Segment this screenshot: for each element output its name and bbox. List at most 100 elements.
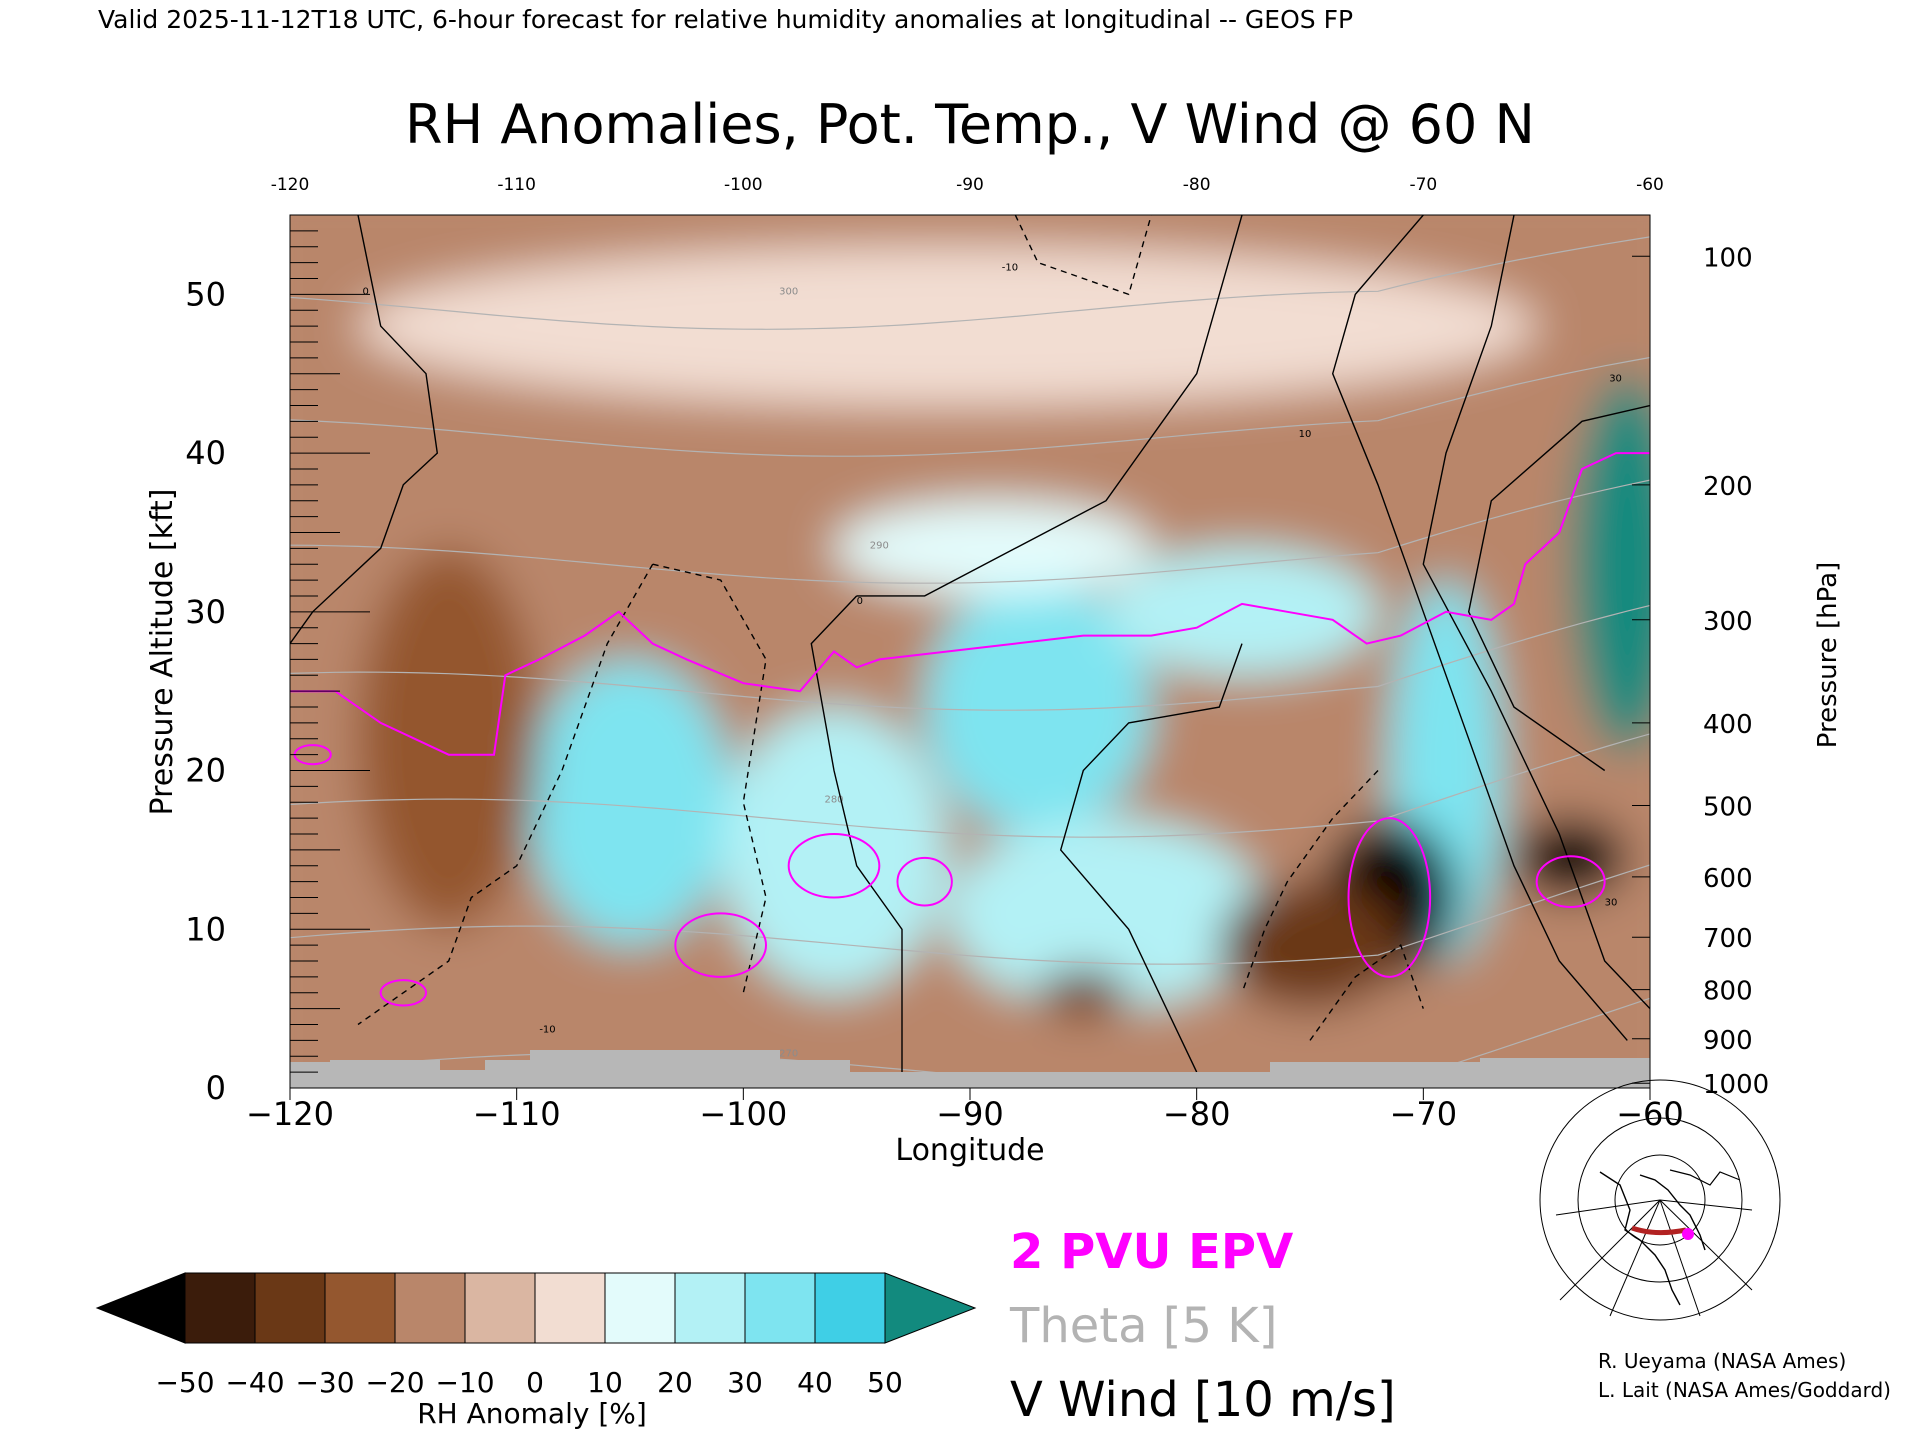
y-axis-kft: 0 10 20 30 40 50: [185, 230, 370, 1107]
colorbar-low-arrow: [95, 1272, 186, 1344]
top-tick-label: -90: [956, 175, 984, 195]
top-tick-label: -80: [1183, 175, 1211, 195]
theta-isoline: [290, 356, 1650, 457]
theta-contour-label: 280: [824, 794, 843, 805]
colorbar-bin: [604, 1272, 676, 1344]
v-wind-isoline: [1422, 215, 1650, 1010]
colorbar-tick-label: 20: [657, 1366, 693, 1399]
v-wind-contours: 0 -10 10 0 30 -10 30: [290, 215, 1650, 1073]
x-tick-label: −100: [699, 1095, 787, 1133]
section-line: [1631, 1225, 1687, 1236]
epv-2pvu-contour: [290, 452, 1650, 1007]
y-tick-label: 30: [185, 593, 226, 631]
v-wind-isoline: [856, 215, 1243, 597]
v-wind-contour-label: -10: [1002, 263, 1018, 274]
x-tick-label: −120: [246, 1095, 334, 1133]
colorbar-tick-label: 40: [797, 1366, 833, 1399]
rh-anomaly-blob: [358, 548, 540, 930]
y-tick-label: 0: [206, 1069, 226, 1107]
credit-line-1: R. Ueyama (NASA Ames): [1598, 1349, 1846, 1373]
theta-contour-label: 300: [779, 286, 798, 297]
hpa-tick-label: 200: [1703, 472, 1753, 502]
epv-2pvu-loop: [787, 833, 881, 899]
colorbar-bin: [394, 1272, 466, 1344]
colorbar-bin: [184, 1272, 256, 1344]
colorbar-tick-label: −20: [365, 1366, 424, 1399]
rh-anomaly-blob: [947, 818, 1265, 1009]
colorbar-tick-label: 10: [587, 1366, 623, 1399]
valid-time-caption: Valid 2025-11-12T18 UTC, 6-hour forecast…: [98, 5, 1353, 34]
epv-2pvu-loop: [1347, 817, 1432, 978]
rh-anomaly-blob: [1570, 373, 1650, 755]
colorbar-bin: [674, 1272, 746, 1344]
top-tick-label: -110: [497, 175, 536, 195]
colorbar-bin: [464, 1272, 536, 1344]
colorbar-high-arrow: [884, 1272, 977, 1344]
colorbar-tick-label: 0: [526, 1366, 544, 1399]
v-wind-contour-label: 0: [857, 596, 863, 607]
v-wind-isoline: [1309, 943, 1424, 1041]
x-tick-label: −110: [473, 1095, 561, 1133]
rh-anomaly-blob: [1038, 968, 1129, 1017]
top-axis: -120 -110 -100 -90 -80 -70 -60: [271, 175, 1664, 195]
rh-anomaly-blob: [358, 246, 1537, 406]
hpa-tick-label: 400: [1703, 710, 1753, 740]
v-wind-isoline: [652, 563, 767, 993]
v-wind-isoline: [1467, 404, 1650, 772]
colorbar-bin: [744, 1272, 816, 1344]
x-tick-label: −70: [1390, 1095, 1458, 1133]
v-wind-contour-label: 30: [1605, 897, 1618, 908]
colorbar-bin: [814, 1272, 886, 1344]
theta-contour-label: 290: [870, 540, 889, 551]
y-tick-label: 40: [185, 434, 226, 472]
terrain-mask: [290, 1050, 1650, 1088]
y-axis-hpa: 100 200 300 400 500 600 700 800 900 1000: [1632, 243, 1769, 1100]
v-wind-isoline: [1241, 770, 1379, 994]
epv-2pvu-line: [290, 452, 1650, 756]
rh-anomaly-field: [290, 215, 1650, 1088]
colorbar-bin: [324, 1272, 396, 1344]
theta-isoline: [290, 604, 1650, 711]
legend-epv: 2 PVU EPV: [1010, 1224, 1293, 1280]
y-tick-label: 50: [185, 275, 226, 313]
rh-anomaly-blob: [720, 707, 948, 993]
chart-title: RH Anomalies, Pot. Temp., V Wind @ 60 N: [405, 93, 1535, 156]
rh-anomaly-blob: [528, 659, 732, 946]
rh-anomaly-blob: [1219, 881, 1401, 1009]
location-marker: [1682, 1228, 1694, 1240]
v-wind-contour-label: 0: [363, 286, 369, 297]
plot-area: 2702802903003103203303403503603703803904…: [290, 215, 1650, 1088]
v-wind-isoline: [290, 215, 439, 645]
hpa-tick-label: 600: [1703, 864, 1753, 894]
y-axis-label-right: Pressure [hPa]: [1813, 562, 1843, 749]
epv-2pvu-loop: [896, 856, 953, 907]
theta-isoline: [290, 236, 1650, 330]
colorbar-tick-label: 30: [727, 1366, 763, 1399]
v-wind-contour-label: 10: [1299, 429, 1312, 440]
hpa-tick-label: 100: [1703, 243, 1753, 273]
legend-theta: Theta [5 K]: [1009, 1298, 1278, 1354]
y-tick-label: 10: [185, 910, 226, 948]
x-axis: −120 −110 −100 −90 −80 −70 −60: [246, 1088, 1684, 1133]
hpa-tick-label: 800: [1703, 977, 1753, 1007]
top-tick-label: -70: [1409, 175, 1437, 195]
hpa-tick-label: 900: [1703, 1026, 1753, 1056]
x-tick-label: −90: [936, 1095, 1004, 1133]
top-tick-label: -100: [724, 175, 763, 195]
hpa-tick-label: 1000: [1703, 1070, 1769, 1100]
top-tick-label: -60: [1636, 175, 1664, 195]
theta-isoline: [290, 733, 1650, 838]
epv-2pvu-loop: [1535, 855, 1606, 909]
epv-2pvu-loop: [674, 912, 768, 978]
y-tick-label: 20: [185, 752, 226, 790]
colorbar-bin: [254, 1272, 326, 1344]
hpa-tick-label: 500: [1703, 792, 1753, 822]
x-axis-label: Longitude: [895, 1133, 1044, 1168]
v-wind-isoline: [1059, 643, 1243, 1073]
v-wind-isoline: [357, 563, 654, 1026]
rh-anomaly-blob: [924, 580, 1152, 835]
v-wind-isoline: [810, 595, 903, 1073]
colorbar: −50 −40 −30 −20 −10 0 10 20 30 40 50: [95, 1272, 977, 1399]
rh-anomaly-blob: [1514, 818, 1628, 898]
